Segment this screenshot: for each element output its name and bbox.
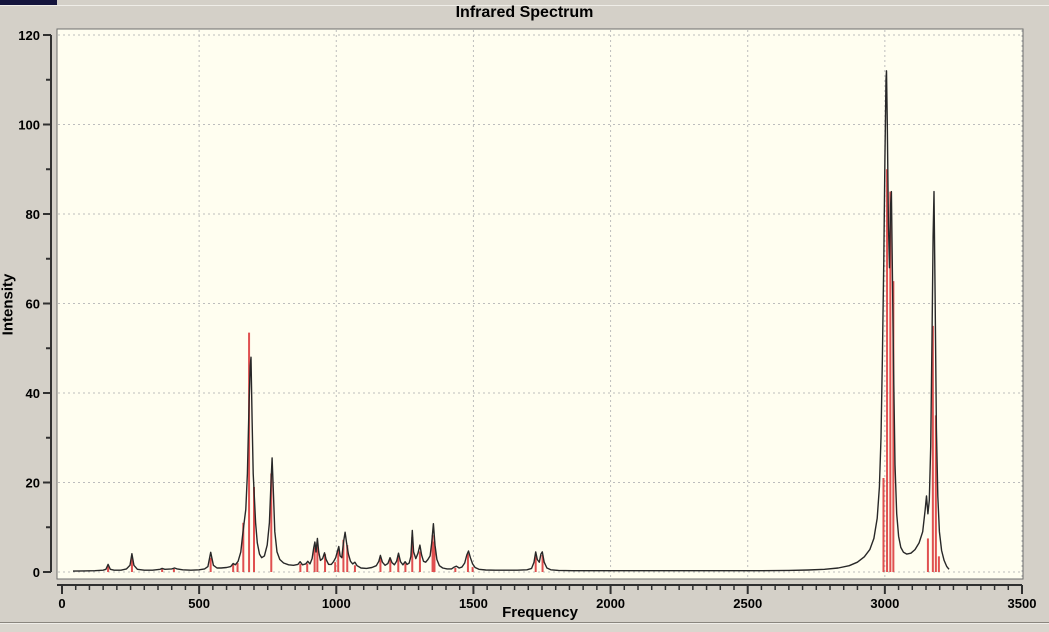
window-corner-sliver	[0, 0, 57, 5]
panel-bottom-divider	[0, 622, 1049, 623]
x-axis-tick-label: 3500	[1008, 596, 1037, 611]
x-axis-tick-label: 2500	[733, 596, 762, 611]
y-axis-tick-label: 20	[26, 476, 40, 491]
y-axis-tick-label: 0	[33, 565, 40, 580]
chart-title: Infrared Spectrum	[455, 4, 594, 21]
x-axis-tick-label: 0	[58, 596, 65, 611]
plot-border	[56, 28, 1024, 580]
y-axis-tick-label: 120	[18, 28, 40, 43]
y-axis-title: Intensity	[0, 273, 17, 336]
y-axis-tick-label: 40	[26, 386, 40, 401]
panel-top-highlight	[0, 5, 1049, 6]
y-axis-tick-label: 60	[26, 297, 40, 312]
x-axis-tick-label: 500	[188, 596, 210, 611]
x-axis-tick-label: 3000	[870, 596, 899, 611]
spectrum-envelope	[72, 70, 950, 572]
window-bottom-strip	[0, 623, 1049, 632]
x-axis-tick-label: 1500	[459, 596, 488, 611]
x-axis-tick-label: 2000	[596, 596, 625, 611]
x-axis-title: Frequency	[502, 604, 578, 621]
x-axis-tick-label: 1000	[322, 596, 351, 611]
y-axis-tick-label: 100	[18, 118, 40, 133]
y-axis-tick-label: 80	[26, 207, 40, 222]
